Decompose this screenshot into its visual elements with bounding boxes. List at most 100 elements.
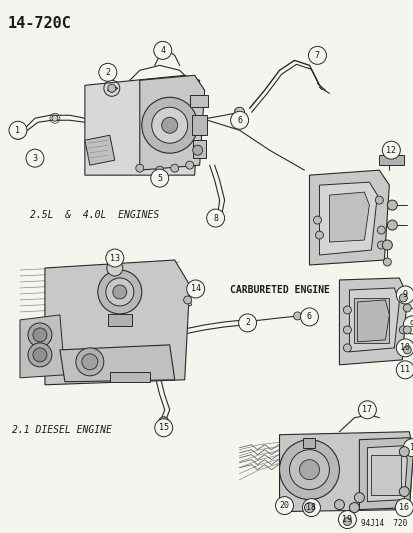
Circle shape xyxy=(402,304,410,312)
Polygon shape xyxy=(356,300,388,342)
Circle shape xyxy=(387,200,396,210)
Circle shape xyxy=(308,46,326,64)
Circle shape xyxy=(293,312,301,320)
Circle shape xyxy=(11,125,25,139)
Circle shape xyxy=(9,121,27,139)
Text: 4: 4 xyxy=(160,46,165,55)
Circle shape xyxy=(395,339,413,357)
Polygon shape xyxy=(279,432,412,512)
Circle shape xyxy=(161,117,177,133)
Circle shape xyxy=(155,166,163,174)
Circle shape xyxy=(382,240,392,250)
Circle shape xyxy=(154,419,172,437)
Polygon shape xyxy=(358,438,412,510)
Circle shape xyxy=(343,306,351,314)
Circle shape xyxy=(289,450,329,490)
Circle shape xyxy=(304,503,314,513)
Polygon shape xyxy=(366,446,406,502)
Circle shape xyxy=(185,161,193,169)
Text: 12: 12 xyxy=(385,146,395,155)
Circle shape xyxy=(106,278,133,306)
Circle shape xyxy=(313,216,320,224)
Bar xyxy=(370,455,400,495)
Circle shape xyxy=(395,361,413,379)
Circle shape xyxy=(402,346,410,354)
Text: 1: 1 xyxy=(409,443,413,452)
Text: 11: 11 xyxy=(399,365,409,374)
Text: 2.5L  &  4.0L  ENGINES: 2.5L & 4.0L ENGINES xyxy=(30,210,159,220)
Polygon shape xyxy=(45,260,189,385)
Circle shape xyxy=(33,348,47,362)
Circle shape xyxy=(192,145,202,155)
Circle shape xyxy=(377,241,385,249)
Circle shape xyxy=(337,511,356,529)
Circle shape xyxy=(135,164,143,172)
Text: 9: 9 xyxy=(402,290,407,300)
Circle shape xyxy=(141,98,197,153)
Polygon shape xyxy=(140,75,204,170)
Text: 16: 16 xyxy=(399,503,408,512)
Circle shape xyxy=(399,326,406,334)
Circle shape xyxy=(206,209,224,227)
Circle shape xyxy=(153,42,171,59)
Bar xyxy=(303,438,315,448)
Circle shape xyxy=(183,296,191,304)
Text: 19: 19 xyxy=(342,515,351,524)
Circle shape xyxy=(106,249,123,267)
Text: 14: 14 xyxy=(190,285,200,294)
Circle shape xyxy=(97,270,141,314)
Text: 1: 1 xyxy=(15,126,20,135)
Text: 20: 20 xyxy=(279,501,289,510)
Text: 94J14  720: 94J14 720 xyxy=(360,519,406,528)
Bar xyxy=(354,298,388,343)
Circle shape xyxy=(238,314,256,332)
Circle shape xyxy=(152,107,187,143)
Text: 6: 6 xyxy=(306,312,311,321)
Text: 9: 9 xyxy=(409,320,413,329)
Circle shape xyxy=(343,326,351,334)
Circle shape xyxy=(275,497,293,514)
Text: 17: 17 xyxy=(361,405,371,414)
Circle shape xyxy=(52,115,58,121)
Circle shape xyxy=(375,196,382,204)
Circle shape xyxy=(234,107,244,117)
Circle shape xyxy=(399,487,408,497)
Bar xyxy=(192,140,205,158)
Circle shape xyxy=(230,111,248,129)
Text: CARBURETED ENGINE: CARBURETED ENGINE xyxy=(229,285,329,295)
Circle shape xyxy=(170,164,178,172)
Polygon shape xyxy=(60,345,174,382)
Polygon shape xyxy=(349,288,399,352)
Circle shape xyxy=(402,316,413,334)
Circle shape xyxy=(28,343,52,367)
Text: 7: 7 xyxy=(314,51,319,60)
Circle shape xyxy=(395,286,413,304)
Text: 2.1 DIESEL ENGINE: 2.1 DIESEL ENGINE xyxy=(12,425,112,435)
Bar xyxy=(107,314,131,326)
Polygon shape xyxy=(309,170,388,265)
Circle shape xyxy=(382,258,390,266)
Circle shape xyxy=(107,84,116,92)
Bar xyxy=(191,115,206,135)
Circle shape xyxy=(279,440,339,499)
Circle shape xyxy=(33,328,47,342)
Circle shape xyxy=(399,447,408,457)
Circle shape xyxy=(358,401,375,419)
Polygon shape xyxy=(20,315,65,378)
Polygon shape xyxy=(319,182,377,255)
Polygon shape xyxy=(339,278,406,365)
Text: 10: 10 xyxy=(399,343,409,352)
Circle shape xyxy=(382,141,399,159)
Circle shape xyxy=(402,326,410,334)
Text: 14-720C: 14-720C xyxy=(8,17,72,31)
Circle shape xyxy=(107,260,123,276)
Circle shape xyxy=(150,169,169,187)
Circle shape xyxy=(334,499,344,510)
Circle shape xyxy=(387,220,396,230)
Text: 5: 5 xyxy=(157,174,162,183)
Circle shape xyxy=(28,323,52,347)
Circle shape xyxy=(186,280,204,298)
Text: 2: 2 xyxy=(105,68,110,77)
Polygon shape xyxy=(329,192,368,242)
Text: 3: 3 xyxy=(32,154,37,163)
